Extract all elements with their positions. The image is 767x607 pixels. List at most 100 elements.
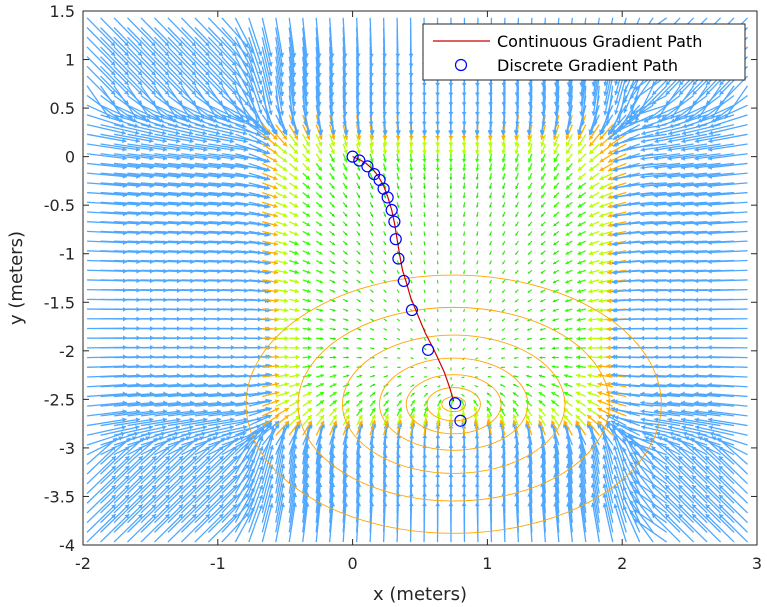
field-arrow-head (331, 232, 335, 236)
field-arrow-head (488, 121, 494, 126)
field-arrow-head (259, 436, 264, 442)
field-arrow-head (164, 41, 169, 47)
field-arrow-head (346, 374, 350, 378)
field-arrow-head (283, 269, 288, 275)
field-arrow-head (448, 92, 454, 97)
field-arrow-head (306, 270, 311, 274)
field-arrow-head (372, 347, 375, 350)
field-arrow-head (425, 376, 428, 378)
field-arrow-head (437, 320, 439, 322)
field-arrow-head (384, 319, 387, 321)
field-arrow (86, 27, 116, 57)
field-arrow-head (317, 149, 322, 154)
field-arrow-head (151, 475, 157, 480)
field-arrow (127, 153, 168, 160)
field-arrow (140, 455, 171, 485)
field-arrow (207, 46, 237, 77)
field-arrow-head (330, 175, 335, 180)
field-arrow-head (359, 392, 363, 396)
field-arrow-head (333, 346, 337, 350)
field-arrow (194, 484, 224, 514)
field-arrow-head (333, 327, 336, 331)
field-arrow (248, 75, 263, 115)
field-arrow-head (164, 51, 169, 57)
field-arrow-head (268, 52, 273, 57)
field-arrow-head (215, 130, 221, 136)
field-arrow-head (258, 475, 264, 480)
field-arrow (221, 27, 250, 58)
field-arrow (396, 17, 399, 58)
field-arrow (113, 46, 143, 76)
field-arrow-head (191, 484, 197, 490)
field-arrow-head (305, 149, 310, 154)
field-arrow-head (316, 72, 322, 78)
field-arrow-head (476, 233, 479, 236)
field-arrow-head (486, 400, 491, 404)
field-arrow (248, 56, 263, 95)
field-arrow-head (475, 186, 479, 190)
field-arrow (208, 425, 248, 436)
field-arrow-head (191, 513, 197, 519)
field-arrow (221, 512, 250, 543)
field-arrow (261, 474, 274, 514)
field-arrow (315, 17, 321, 58)
field-arrow (208, 133, 248, 143)
field-arrow-head (486, 413, 492, 419)
field-arrow (100, 143, 141, 151)
field-arrow (221, 473, 250, 504)
field-arrow (113, 201, 154, 206)
field-arrow (194, 401, 235, 407)
field-arrow-head (331, 242, 335, 245)
field-arrow-head (222, 115, 227, 120)
field-arrow (167, 445, 198, 475)
field-arrow-head (463, 329, 465, 332)
field-arrow-head (279, 81, 285, 87)
field-arrow-head (149, 146, 154, 152)
field-arrow-head (189, 147, 194, 152)
field-arrow-head (435, 112, 441, 117)
field-arrow-head (266, 222, 271, 228)
field-arrow-head (229, 138, 235, 144)
field-arrow (342, 482, 347, 523)
field-arrow-head (342, 73, 348, 78)
field-arrow-head (124, 80, 129, 86)
field-arrow-head (461, 102, 467, 107)
field-arrow (140, 162, 181, 169)
field-arrow-head (395, 82, 401, 87)
field-arrow-head (411, 348, 414, 350)
field-arrow (100, 172, 141, 178)
field-arrow-head (489, 224, 492, 227)
field-arrow-head (421, 112, 427, 117)
field-arrow (221, 65, 250, 97)
field-arrow (329, 17, 334, 58)
field-arrow-head (355, 92, 361, 97)
field-arrow-head (369, 92, 374, 97)
field-arrow-head (284, 326, 289, 332)
field-arrow (167, 162, 208, 169)
field-arrow-head (395, 131, 401, 136)
field-arrow-head (319, 270, 323, 274)
field-arrow-head (463, 339, 465, 341)
field-arrow (181, 162, 222, 169)
field-arrow-head (282, 203, 288, 208)
field-arrow-head (424, 348, 427, 351)
field-arrow-head (474, 131, 480, 136)
field-arrow (113, 494, 144, 524)
field-arrow-head (283, 260, 288, 265)
field-arrow-head (423, 281, 426, 284)
field-arrow-head (423, 300, 426, 303)
field-arrow (342, 492, 347, 533)
field-arrow (86, 133, 127, 143)
field-arrow-head (425, 357, 427, 360)
field-arrow-head (258, 494, 264, 500)
field-arrow (140, 172, 181, 178)
field-arrow-head (398, 400, 402, 404)
field-arrow-head (343, 135, 349, 140)
field-arrow-head (343, 131, 349, 136)
field-arrow-head (448, 82, 454, 87)
field-arrow (127, 133, 167, 143)
field-arrow-head (398, 329, 400, 331)
field-arrow-head (410, 413, 416, 419)
field-arrow (248, 494, 263, 533)
